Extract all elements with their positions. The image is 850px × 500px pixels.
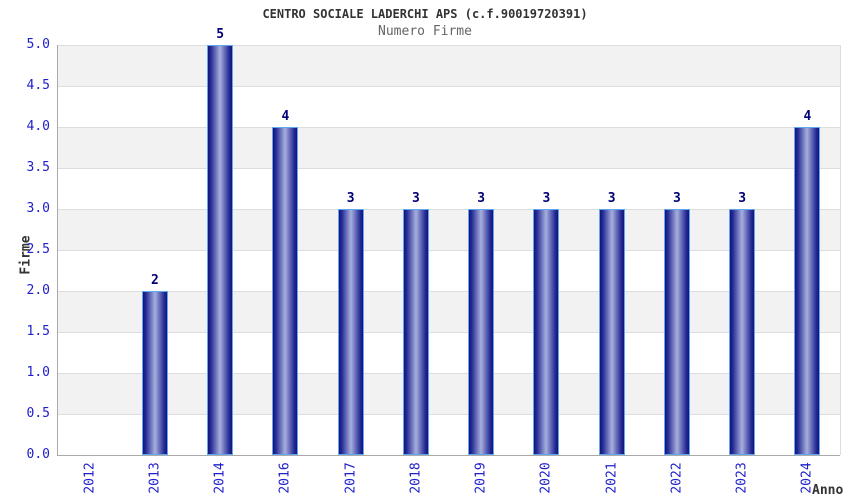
grid-band [57, 168, 840, 209]
bar-value-label: 3 [738, 191, 747, 206]
grid-band [57, 45, 840, 86]
gridline [57, 250, 840, 251]
bar [598, 209, 625, 455]
y-tick-label: 0.5 [26, 406, 50, 421]
y-tick-label: 1.5 [26, 324, 50, 339]
y-tick-label: 4.0 [26, 119, 50, 134]
gridline [57, 332, 840, 333]
x-tick-label: 2017 [343, 462, 359, 494]
bar [272, 127, 299, 455]
x-tick-label: 2024 [799, 462, 815, 494]
x-tick-label: 2019 [473, 462, 489, 494]
grid-band [57, 209, 840, 250]
y-tick-label: 4.5 [26, 78, 50, 93]
bar [533, 209, 560, 455]
x-tick-label: 2023 [734, 462, 750, 494]
grid-band [57, 373, 840, 414]
bar-value-label: 3 [346, 191, 355, 206]
bar [468, 209, 495, 455]
x-tick-label: 2018 [408, 462, 424, 494]
chart-subtitle: Numero Firme [378, 24, 472, 39]
gridline [57, 45, 840, 46]
y-axis-line [57, 45, 58, 455]
bar-value-label: 4 [281, 109, 290, 124]
chart-title: CENTRO SOCIALE LADERCHI APS (c.f.9001972… [262, 7, 588, 21]
grid-band [57, 86, 840, 127]
bar [337, 209, 364, 455]
y-tick-label: 3.0 [26, 201, 50, 216]
gridline [57, 373, 840, 374]
bar [402, 209, 429, 455]
x-tick-label: 2022 [669, 462, 685, 494]
bar [207, 45, 234, 455]
y-tick-label: 0.0 [26, 447, 50, 462]
gridline [57, 209, 840, 210]
x-tick-label: 2012 [82, 462, 98, 494]
plot-right-border [840, 45, 841, 455]
y-tick-label: 1.0 [26, 365, 50, 380]
x-tick-label: 2013 [147, 462, 163, 494]
gridline [57, 291, 840, 292]
y-tick-label: 3.5 [26, 160, 50, 175]
x-tick-label: 2016 [277, 462, 293, 494]
gridline [57, 127, 840, 128]
gridline [57, 414, 840, 415]
x-tick-label: 2020 [538, 462, 554, 494]
bar [141, 291, 168, 455]
bar-value-label: 3 [477, 191, 486, 206]
gridline [57, 86, 840, 87]
bar [663, 209, 690, 455]
bar-value-label: 3 [672, 191, 681, 206]
grid-band [57, 127, 840, 168]
bar-value-label: 3 [607, 191, 616, 206]
bar-value-label: 4 [803, 109, 812, 124]
y-tick-label: 2.5 [26, 242, 50, 257]
bar-value-label: 5 [216, 27, 225, 42]
grid-band [57, 332, 840, 373]
y-tick-label: 2.0 [26, 283, 50, 298]
bar-value-label: 3 [542, 191, 551, 206]
bar-value-label: 3 [411, 191, 420, 206]
bar [729, 209, 756, 455]
x-tick-label: 2021 [604, 462, 620, 494]
grid-band [57, 414, 840, 455]
x-axis-line [57, 455, 840, 456]
bar-value-label: 2 [150, 273, 159, 288]
grid-band [57, 250, 840, 291]
y-tick-label: 5.0 [26, 37, 50, 52]
grid-band [57, 291, 840, 332]
x-axis-title: Anno [812, 483, 844, 498]
gridline [57, 168, 840, 169]
x-tick-label: 2014 [212, 462, 228, 494]
bar [794, 127, 821, 455]
